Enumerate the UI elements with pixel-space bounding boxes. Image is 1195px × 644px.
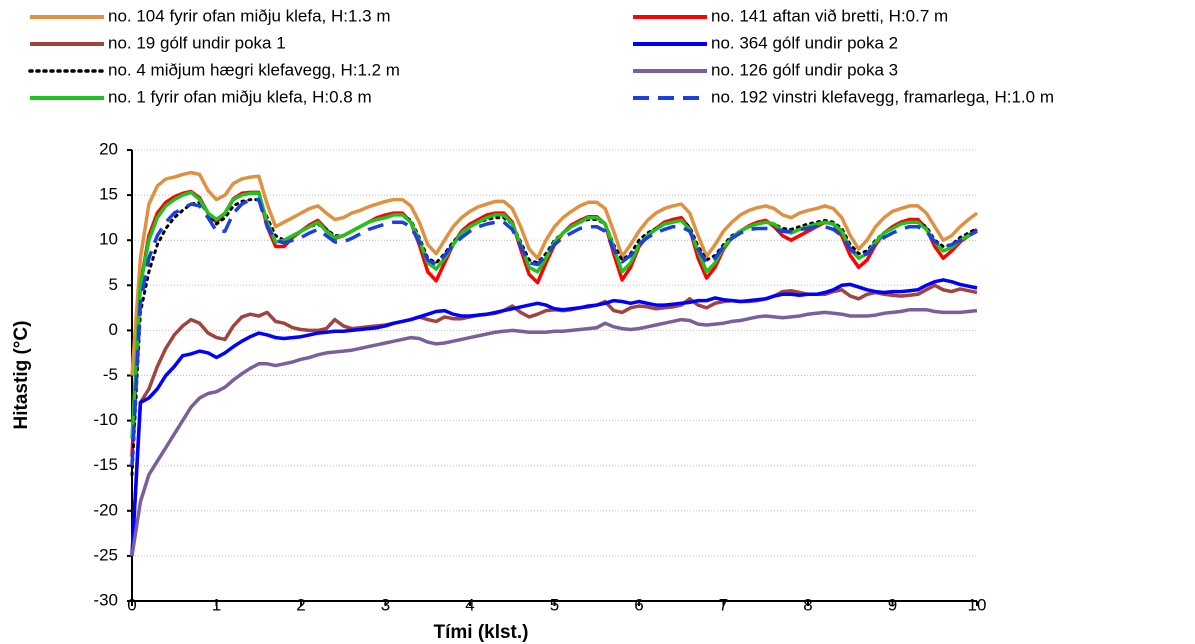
series-line	[130, 189, 979, 457]
legend-label: no. 4 miðjum hægri klefavegg, H:1.2 m	[108, 60, 400, 79]
series-line	[130, 170, 979, 376]
series-line	[130, 197, 978, 466]
y-tick-label: -25	[93, 545, 118, 564]
y-tick-label: 15	[99, 185, 118, 204]
series-line	[130, 307, 978, 557]
y-tick-label: -30	[93, 590, 118, 609]
y-tick-label: -15	[93, 455, 118, 474]
legend-label: no. 1 fyrir ofan miðju klefa, H:0.8 m	[108, 87, 372, 106]
series-line	[130, 190, 978, 439]
y-tick-label: -20	[93, 500, 118, 519]
legend-label: no. 192 vinstri klefavegg, framarlega, H…	[711, 87, 1054, 106]
y-tick-label: 20	[99, 139, 118, 158]
legend-label: no. 126 gólf undir poka 3	[711, 60, 898, 79]
legend-label: no. 364 gólf undir poka 2	[711, 33, 898, 52]
series-line	[130, 278, 978, 556]
x-axis-label: Tími (klst.)	[433, 622, 528, 643]
y-tick-label: -5	[103, 365, 118, 384]
legend-label: no. 104 fyrir ofan miðju klefa, H:1.3 m	[108, 6, 391, 25]
y-tick-label: -10	[93, 410, 118, 429]
y-tick-label: 10	[99, 230, 118, 249]
y-tick-label: 0	[109, 320, 118, 339]
y-axis-label: Hitastig (°C)	[11, 321, 32, 430]
legend-label: no. 141 aftan við bretti, H:0.7 m	[711, 6, 948, 25]
legend-label: no. 19 gólf undir poka 1	[108, 33, 286, 52]
y-tick-label: 5	[109, 275, 118, 294]
